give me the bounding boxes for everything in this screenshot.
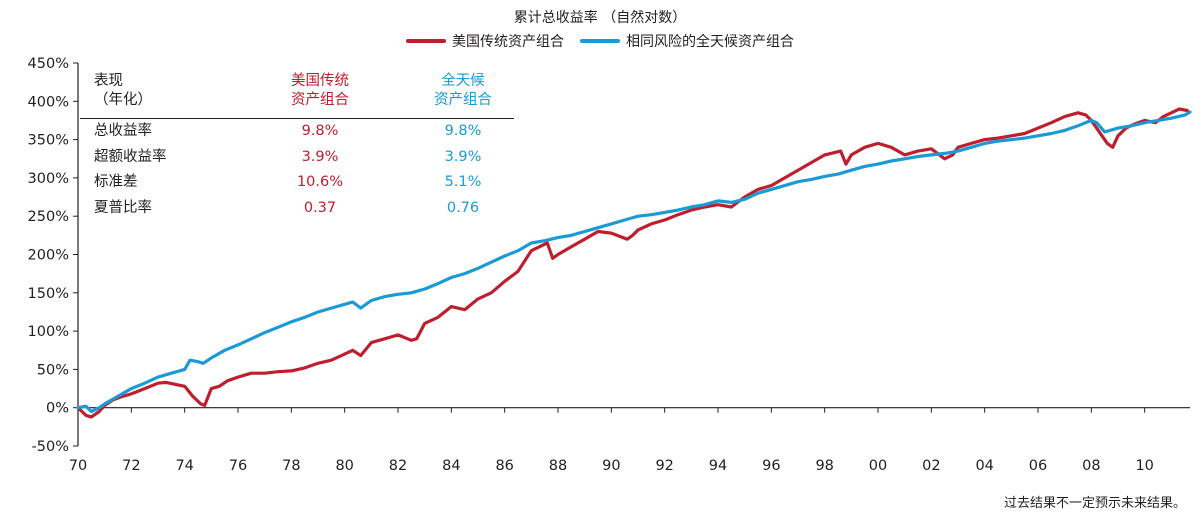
x-tick-label: 76 (229, 458, 247, 474)
x-tick-label: 94 (709, 458, 727, 474)
row-label: 总收益率 (94, 123, 152, 139)
y-tick-label: 50% (37, 362, 69, 378)
legend-item-allweather: 相同风险的全天候资产组合 (580, 31, 794, 51)
series-line-us (76, 107, 1189, 419)
y-tick-label: 450% (28, 56, 69, 72)
x-tick-label: 86 (495, 458, 513, 474)
y-tick-label: 0% (46, 401, 69, 417)
x-tick-label: 04 (975, 458, 993, 474)
y-tick-label: 150% (28, 286, 69, 302)
x-tick-label: 82 (389, 458, 407, 474)
footnote: 过去结果不一定预示未来结果。 (1003, 496, 1186, 511)
y-tick-label: 200% (28, 248, 69, 264)
row-label: 标准差 (94, 174, 138, 190)
table-header: 表现 （年化） 美国传统 资产组合 全天候 资产组合 (80, 72, 514, 119)
x-tick-label: 08 (1082, 458, 1100, 474)
x-tick-label: 02 (922, 458, 940, 474)
row-value-us: 10.6% (296, 174, 344, 190)
x-tick-label: 98 (815, 458, 833, 474)
x-tick-label: 88 (549, 458, 567, 474)
table-row: 超额收益率 3.9% 3.9% (80, 145, 514, 171)
y-tick-label: 400% (28, 94, 69, 110)
row-value-us: 3.9% (301, 148, 339, 165)
row-value-allweather: 9.8% (444, 123, 482, 139)
y-tick-label: 300% (28, 171, 69, 187)
x-tick-label: 96 (762, 458, 780, 474)
x-tick-label: 80 (335, 458, 353, 474)
chart-legend: 美国传统资产组合 相同风险的全天候资产组合 (0, 31, 1200, 51)
row-value-allweather: 0.76 (446, 199, 480, 216)
x-tick-label: 90 (602, 458, 620, 474)
x-tick-label: 92 (655, 458, 673, 474)
row-label: 夏普比率 (94, 199, 152, 216)
x-tick-label: 78 (282, 458, 300, 474)
y-tick-label: 350% (28, 133, 69, 149)
y-tick-label: -50% (32, 439, 69, 455)
legend-swatch-us (406, 39, 446, 43)
chart-title: 累计总收益率 （自然对数） (513, 10, 687, 26)
x-tick-label: 00 (869, 458, 887, 474)
row-value-us: 9.8% (301, 123, 339, 139)
table-row: 标准差 10.6% 5.1% (80, 170, 514, 196)
performance-table: 表现 （年化） 美国传统 资产组合 全天候 资产组合 总收益率 9.8% 9.8% 超… (80, 72, 514, 221)
legend-label-us: 美国传统资产组合 (452, 34, 564, 50)
table-header-us: 美国传统 资产组合 (291, 73, 349, 108)
legend-swatch-allweather (580, 39, 620, 43)
x-tick-label: 72 (122, 458, 140, 474)
series-line-allweather (76, 110, 1192, 414)
y-tick-label: 250% (28, 209, 69, 225)
legend-item-us: 美国传统资产组合 (406, 31, 564, 51)
table-row: 总收益率 9.8% 9.8% (80, 119, 514, 145)
x-tick-label: 06 (1029, 458, 1047, 474)
x-tick-label: 84 (442, 458, 460, 474)
row-value-us: 0.37 (303, 199, 337, 216)
row-value-allweather: 3.9% (444, 148, 482, 165)
table-header-allweather: 全天候 资产组合 (434, 73, 492, 108)
y-tick-label: 100% (28, 324, 69, 340)
x-tick-label: 74 (175, 458, 193, 474)
x-tick-label: 10 (1135, 458, 1153, 474)
table-header-metric: 表现 （年化） (94, 73, 152, 108)
legend-label-allweather: 相同风险的全天候资产组合 (626, 34, 794, 50)
x-tick-label: 70 (69, 458, 87, 474)
row-label: 超额收益率 (94, 148, 167, 165)
table-row: 夏普比率 0.37 0.76 (80, 196, 514, 222)
row-value-allweather: 5.1% (444, 174, 482, 190)
